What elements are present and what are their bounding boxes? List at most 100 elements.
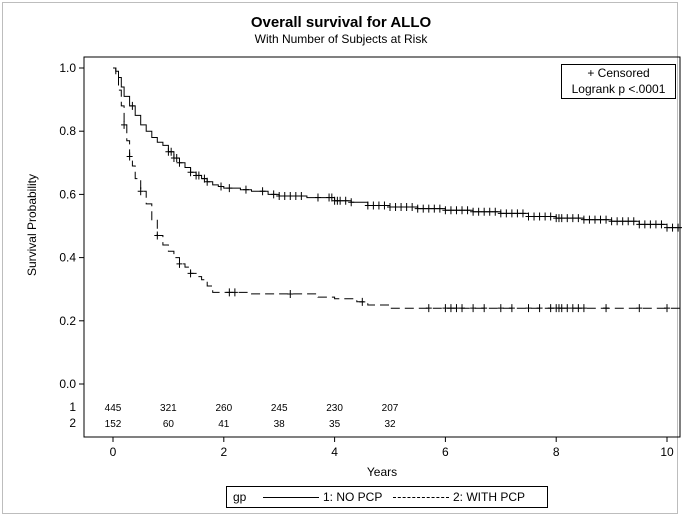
plot-area — [83, 56, 681, 438]
y-tick-label: 0.4 — [59, 251, 76, 265]
censor-mark — [392, 203, 399, 212]
censor-mark — [370, 201, 377, 210]
censor-mark — [387, 203, 393, 212]
legend: gp 1: NO PCP 2: WITH PCP — [226, 486, 548, 508]
censor-mark — [641, 220, 648, 229]
censor-mark — [630, 217, 637, 226]
x-tick-label: 10 — [660, 445, 674, 459]
censor-mark — [187, 269, 194, 278]
censor-mark — [126, 152, 133, 161]
y-tick-label: 1.0 — [59, 61, 76, 75]
censor-mark — [453, 206, 460, 215]
at-risk-count: 41 — [218, 419, 230, 430]
censor-mark — [525, 304, 532, 313]
censor-mark — [636, 304, 643, 313]
series-2-curve — [113, 67, 682, 309]
censor-mark — [137, 187, 144, 196]
at-risk-count: 38 — [274, 419, 286, 430]
censor-annotation-box: + Censored Logrank p <.0001 — [561, 64, 676, 99]
censor-mark — [536, 212, 543, 221]
censor-mark — [459, 304, 466, 313]
y-tick-label: 0.2 — [59, 314, 76, 328]
censor-mark — [558, 214, 565, 223]
figure-frame — [2, 2, 678, 514]
censor-mark — [442, 304, 449, 313]
censor-mark — [614, 217, 621, 226]
censor-mark — [398, 203, 405, 212]
censor-mark — [364, 201, 371, 210]
censor-mark — [608, 217, 615, 226]
censor-mark — [603, 215, 610, 224]
censor-mark — [292, 191, 299, 200]
censor-mark — [425, 304, 432, 313]
at-risk-count: 35 — [329, 419, 341, 430]
censor-mark — [431, 204, 438, 213]
chart-subtitle: With Number of Subjects at Risk — [254, 32, 428, 46]
at-risk-count: 32 — [384, 419, 396, 430]
censor-mark — [569, 304, 576, 313]
censor-mark — [669, 223, 676, 232]
censor-mark — [298, 191, 305, 200]
censor-mark — [575, 214, 582, 223]
censored-note: + Censored — [587, 66, 650, 80]
censor-mark — [459, 206, 466, 215]
censor-mark — [129, 101, 136, 110]
x-tick-label: 0 — [110, 445, 117, 459]
censor-mark — [425, 204, 432, 213]
x-axis-label: Years — [366, 465, 398, 479]
censor-mark — [486, 207, 493, 216]
censor-mark — [195, 171, 202, 180]
censor-mark — [675, 223, 682, 232]
legend-solid-line — [263, 497, 319, 498]
censor-mark — [337, 196, 344, 205]
censor-mark — [226, 288, 233, 297]
censor-mark — [447, 304, 454, 313]
censor-mark — [497, 304, 504, 313]
censor-mark — [409, 203, 416, 212]
censor-mark — [447, 206, 454, 215]
censor-mark — [187, 168, 194, 177]
censor-mark — [564, 214, 571, 223]
censor-mark — [375, 201, 382, 210]
censor-mark — [281, 191, 288, 200]
censor-mark — [436, 204, 443, 213]
censor-mark — [525, 212, 532, 221]
censor-mark — [314, 193, 321, 202]
censor-mark — [658, 220, 665, 229]
censor-mark — [558, 304, 565, 313]
legend-dashed-line — [393, 497, 449, 498]
censor-mark — [508, 304, 515, 313]
censor-mark — [492, 207, 499, 216]
x-tick-label: 8 — [553, 445, 560, 459]
at-risk-count: 60 — [163, 419, 175, 430]
censor-mark — [586, 215, 593, 224]
censor-mark — [121, 120, 128, 129]
censor-mark — [575, 304, 582, 313]
y-tick-label: 0.6 — [59, 187, 76, 201]
at-risk-count: 321 — [160, 403, 177, 414]
censor-mark — [503, 209, 510, 218]
censor-mark — [625, 217, 632, 226]
censor-mark — [519, 209, 526, 218]
censor-mark — [348, 198, 355, 207]
at-risk-count: 445 — [105, 403, 122, 414]
censor-mark — [591, 215, 598, 224]
censor-mark — [580, 215, 587, 224]
censor-mark — [226, 184, 233, 193]
censor-mark — [531, 212, 538, 221]
legend-item-no-pcp: 1: NO PCP — [323, 490, 383, 504]
censor-mark — [475, 207, 482, 216]
censor-mark — [342, 196, 349, 205]
censor-mark — [218, 182, 225, 191]
censor-mark — [514, 209, 521, 218]
censor-mark — [580, 304, 587, 313]
x-tick-label: 4 — [331, 445, 338, 459]
censor-mark — [464, 206, 471, 215]
legend-title: gp — [233, 490, 247, 504]
censor-mark — [231, 288, 238, 297]
censor-mark — [420, 204, 427, 213]
censor-mark — [497, 209, 504, 218]
at-risk-row-label: 1 — [69, 400, 76, 414]
censor-mark — [173, 154, 180, 163]
